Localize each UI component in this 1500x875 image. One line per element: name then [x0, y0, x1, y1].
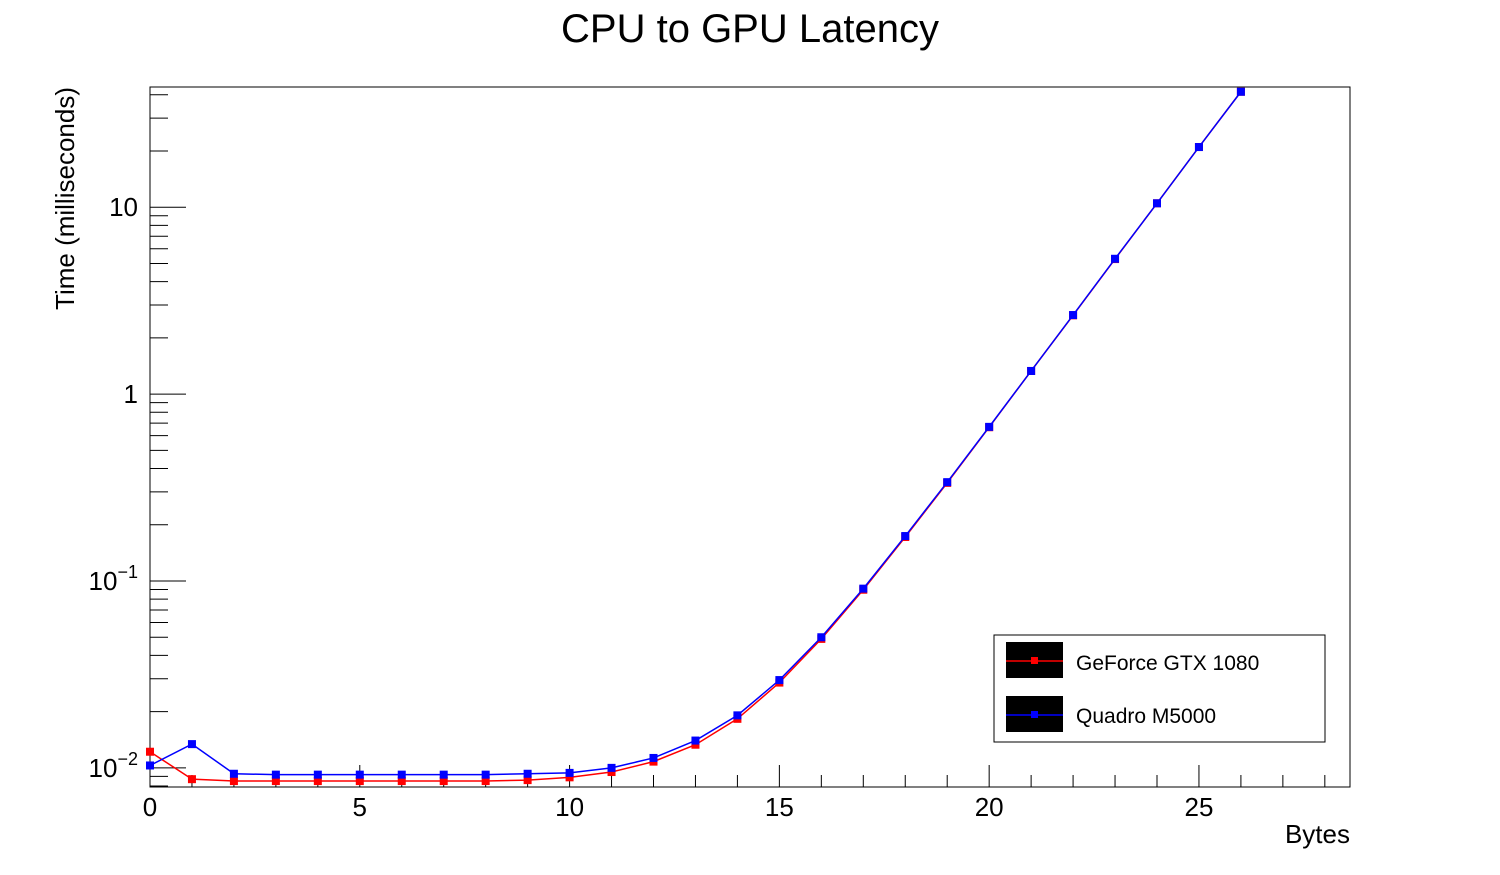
data-point [1111, 254, 1120, 263]
legend-label-gtx1080: GeForce GTX 1080 [1076, 652, 1259, 675]
data-point [1069, 311, 1078, 320]
series-1 [146, 87, 1245, 779]
data-point [607, 763, 616, 772]
data-point [146, 761, 154, 770]
data-point [229, 777, 238, 786]
data-point [1194, 143, 1203, 152]
data-point [985, 422, 994, 431]
x-axis-title: Bytes [1285, 819, 1350, 849]
x-tick-label: 5 [353, 792, 367, 822]
plot-frame [149, 86, 1351, 788]
x-tick-label: 10 [555, 792, 584, 822]
data-point [187, 775, 196, 784]
data-point [397, 770, 406, 779]
data-point [565, 773, 574, 782]
data-point [523, 769, 532, 778]
data-point [1236, 87, 1245, 96]
data-point [565, 768, 574, 777]
data-point [271, 777, 280, 786]
data-point [523, 776, 532, 785]
data-point [481, 770, 490, 779]
data-point [355, 770, 364, 779]
y-tick-label: 10 [109, 192, 138, 222]
data-point [649, 753, 658, 762]
data-point [901, 532, 910, 541]
legend-marker-m5000 [1031, 711, 1038, 718]
data-point [1027, 366, 1036, 375]
data-point [775, 676, 784, 685]
y-axis-title: Time (milliseconds) [50, 87, 80, 310]
data-point [397, 777, 406, 786]
data-point [817, 633, 826, 642]
legend-label-m5000: Quadro M5000 [1076, 705, 1216, 728]
x-tick-label: 20 [975, 792, 1004, 822]
data-point [943, 478, 952, 487]
data-point [607, 768, 616, 777]
data-point [146, 747, 154, 756]
chart-title: CPU to GPU Latency [561, 7, 939, 51]
data-point [187, 740, 196, 749]
data-point [733, 711, 742, 720]
x-tick-labels: 0 5 10 15 20 25 [143, 792, 1214, 822]
data-point [313, 777, 322, 786]
data-point [439, 777, 448, 786]
data-point [691, 736, 700, 745]
legend: GeForce GTX 1080 Quadro M5000 [993, 634, 1326, 743]
x-tick-label: 25 [1184, 792, 1213, 822]
x-tick-label: 0 [143, 792, 157, 822]
y-tick-label: 10−2 [89, 749, 138, 783]
data-point [271, 770, 280, 779]
data-point [229, 769, 238, 778]
series-layer [146, 87, 1245, 786]
y-tick-labels: 10−2 10−1 1 10 [89, 192, 138, 783]
data-point [481, 777, 490, 786]
data-point [1152, 199, 1161, 208]
data-point [859, 584, 868, 593]
data-point [355, 777, 364, 786]
y-tick-label: 1 [124, 379, 138, 409]
x-tick-label: 15 [765, 792, 794, 822]
legend-marker-gtx1080 [1031, 657, 1038, 664]
y-tick-label: 10−1 [89, 562, 138, 596]
data-point [691, 740, 700, 749]
data-point [439, 770, 448, 779]
data-point [313, 770, 322, 779]
